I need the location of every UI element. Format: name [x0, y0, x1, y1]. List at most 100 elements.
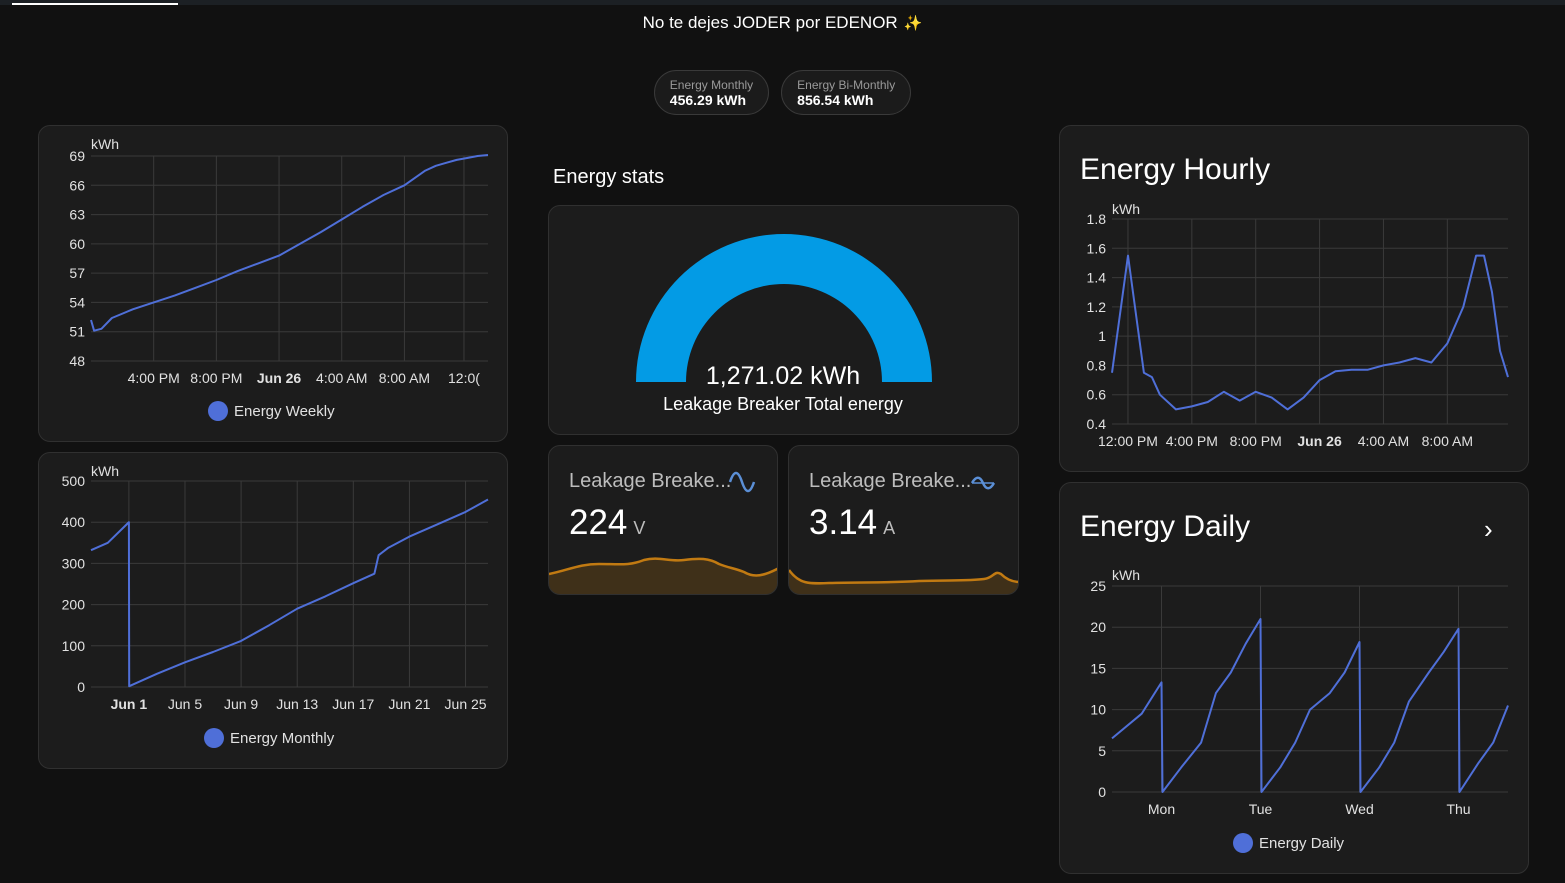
voltage-number: 224: [569, 503, 628, 542]
sparkles-icon: ✨: [903, 15, 923, 32]
total-energy-gauge-card[interactable]: [548, 205, 1019, 435]
energy-daily-card[interactable]: 0 5 10 15 20 25 Mon Tue Wed Thu kWh Energy Daily: [1059, 482, 1529, 874]
y-tick-label: 1.2: [1087, 299, 1107, 315]
x-tick-label: Jun 26: [1297, 433, 1342, 449]
current-sensor-name: Leakage Breake...: [809, 470, 972, 492]
y-tick-label: 0: [77, 679, 85, 695]
y-tick-label: 63: [69, 207, 85, 223]
series-line-hourly: [1111, 254, 1509, 411]
x-tick-label: Jun 9: [224, 696, 258, 712]
y-tick-label: 51: [69, 324, 85, 340]
current-sparkline: [789, 569, 1018, 594]
voltage-sparkline-line: [549, 557, 777, 577]
energy-monthly-chart: 0 100 200 300 400 500 Jun 1 Jun 5 Jun 9 Jun 13 Jun…: [62, 463, 489, 748]
legend-swatch: [204, 728, 224, 748]
series-line-monthly: [90, 498, 489, 688]
y-tick-label: 60: [69, 236, 85, 252]
x-tick-label: Tue: [1249, 801, 1273, 817]
legend-swatch: [208, 401, 228, 421]
x-tick-label: 8:00 PM: [1230, 433, 1282, 449]
x-tick-label: 8:00 PM: [190, 370, 242, 386]
x-tick-label: Jun 13: [276, 696, 318, 712]
badge-value: 456.29 kWh: [669, 91, 747, 108]
voltage-unit: V: [633, 518, 646, 538]
y-tick-label: 400: [62, 514, 86, 530]
y-tick-label: 0: [1098, 784, 1106, 800]
y-tick-label: 0.8: [1087, 357, 1107, 373]
x-tick-label: Jun 1: [111, 696, 148, 712]
badge-label: Energy Monthly: [669, 77, 754, 92]
badges-row: Energy Monthly 456.29 kWh Energy Bi-Mont…: [0, 70, 1565, 115]
current-sparkline-line: [789, 569, 1018, 585]
y-axis-label: kWh: [91, 136, 119, 152]
legend-swatch: [1233, 833, 1253, 853]
energy-weekly-card[interactable]: 48 51 54 57 60 63 66 69 4:00 PM 8:00 PM Jun 26 4:00…: [38, 125, 508, 442]
current-sensor-card[interactable]: [788, 445, 1019, 595]
x-tick-label: Mon: [1148, 801, 1175, 817]
x-tick-label: 8:00 AM: [1422, 433, 1473, 449]
y-axis-label: kWh: [91, 463, 119, 479]
badge-value: 856.54 kWh: [797, 91, 874, 108]
legend-label: Energy Daily: [1259, 835, 1345, 852]
legend-label: Energy Weekly: [234, 403, 335, 420]
energy-hourly-card[interactable]: 0.4 0.6 0.8 1 1.2 1.4 1.6 1.8 12:00 PM 4:00 PM 8:0…: [1059, 125, 1529, 472]
badge-energy-bi-monthly[interactable]: Energy Bi-Monthly 856.54 kWh: [781, 70, 912, 115]
x-tick-label: 12:0(: [448, 370, 480, 386]
current-value: 3.14 A: [809, 503, 895, 543]
energy-monthly-card[interactable]: 0 100 200 300 400 500 Jun 1 Jun 5 Jun 9 Jun 13 Jun…: [38, 452, 508, 769]
x-tick-label: 12:00 PM: [1098, 433, 1158, 449]
gauge-name: Leakage Breaker Total energy: [663, 394, 903, 414]
voltage-sensor-card[interactable]: [548, 445, 778, 595]
y-tick-label: 5: [1098, 743, 1106, 759]
y-tick-label: 15: [1090, 660, 1106, 676]
current-ac-icon: [970, 476, 996, 490]
series-line-daily: [1111, 618, 1509, 793]
y-tick-label: 1.6: [1087, 240, 1107, 256]
legend-label: Energy Monthly: [230, 730, 335, 747]
x-tick-label: 4:00 PM: [1166, 433, 1218, 449]
sine-wave-icon: [728, 471, 756, 493]
voltage-value: 224 V: [569, 503, 645, 543]
y-tick-label: 100: [62, 638, 86, 654]
x-tick-label: 4:00 AM: [316, 370, 367, 386]
energy-stats-heading: Energy stats: [553, 166, 665, 188]
y-tick-label: 200: [62, 597, 86, 613]
x-tick-label: Thu: [1446, 801, 1470, 817]
y-tick-label: 1.4: [1087, 270, 1107, 286]
y-tick-label: 48: [69, 353, 85, 369]
energy-daily-chart: 0 5 10 15 20 25 Mon Tue Wed Thu kWh Energy Daily: [1090, 567, 1509, 853]
series-line-weekly: [90, 154, 489, 332]
x-tick-label: Jun 26: [257, 370, 302, 386]
y-axis-label: kWh: [1112, 201, 1140, 217]
current-number: 3.14: [809, 503, 878, 542]
x-tick-label: Jun 17: [332, 696, 374, 712]
y-tick-label: 1: [1098, 328, 1106, 344]
active-tab-indicator[interactable]: [12, 3, 178, 5]
dashboard-title-text: No te dejes JODER por EDENOR: [642, 13, 898, 32]
dashboard-title: No te dejes JODER por EDENOR ✨: [0, 13, 1565, 33]
y-tick-label: 54: [69, 294, 85, 310]
y-axis-label: kWh: [1112, 567, 1140, 583]
y-tick-label: 300: [62, 555, 86, 571]
x-tick-label: Jun 5: [168, 696, 202, 712]
x-tick-label: Wed: [1345, 801, 1374, 817]
energy-daily-title: Energy Daily: [1080, 510, 1251, 543]
chevron-right-icon[interactable]: ›: [1484, 514, 1493, 544]
x-tick-label: 4:00 PM: [128, 370, 180, 386]
badge-energy-monthly[interactable]: Energy Monthly 456.29 kWh: [653, 70, 770, 115]
gauge-arc: [636, 234, 932, 382]
x-tick-label: Jun 21: [388, 696, 430, 712]
gauge: [636, 234, 932, 382]
x-tick-label: 8:00 AM: [379, 370, 430, 386]
y-tick-label: 66: [69, 177, 85, 193]
y-tick-label: 500: [62, 473, 86, 489]
voltage-sparkline: [549, 557, 777, 594]
energy-hourly-title: Energy Hourly: [1080, 153, 1271, 186]
energy-hourly-chart: 0.4 0.6 0.8 1 1.2 1.4 1.6 1.8 12:00 PM 4:00 PM 8:0…: [1087, 201, 1509, 449]
top-toolbar: [0, 0, 1565, 5]
x-tick-label: Jun 25: [445, 696, 487, 712]
x-tick-label: 4:00 AM: [1358, 433, 1409, 449]
gauge-value: 1,271.02 kWh: [705, 362, 861, 390]
current-unit: A: [883, 518, 896, 538]
energy-weekly-chart: 48 51 54 57 60 63 66 69 4:00 PM 8:00 PM Jun 26 4:00…: [69, 136, 489, 421]
